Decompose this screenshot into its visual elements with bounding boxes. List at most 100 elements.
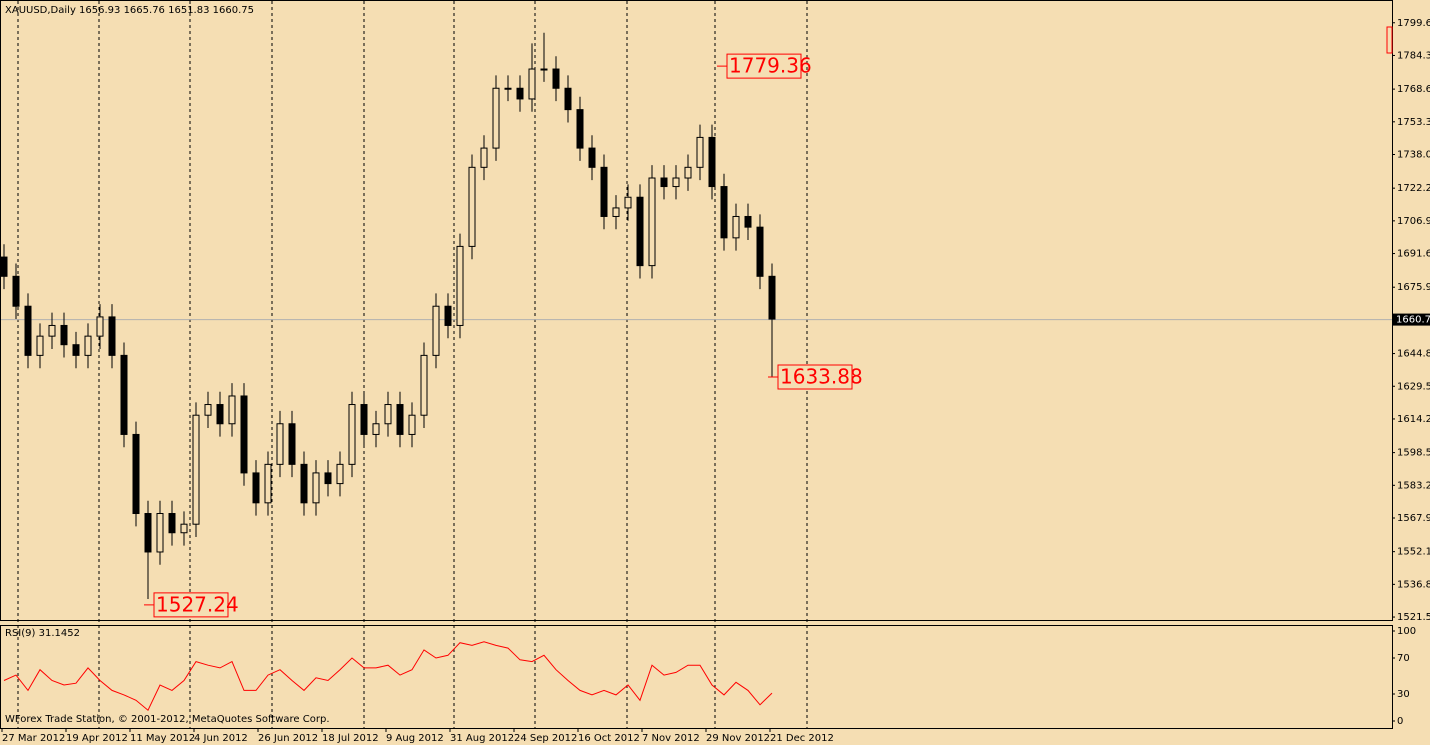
candle-body [0,256,8,277]
marker [1386,26,1393,54]
candle-body [444,305,452,326]
candle-body [180,523,188,534]
candle-body [540,68,548,71]
candle-body [456,245,464,326]
candle-body [408,414,416,435]
candle-body [12,275,20,307]
y-tick-label: 1552.15 [1397,547,1430,558]
annotation-label: 1527.24 [156,592,239,616]
candle-body [564,87,572,111]
y-tick-label: 1799.65 [1397,18,1430,29]
candle-body [192,414,200,525]
y-tick-label: 70 [1397,653,1410,664]
candle-body [708,136,716,188]
candle-body [252,472,260,504]
x-tick-label: 27 Mar 2012 [2,733,65,744]
footer: WForex Trade Station, © 2001-2012, MetaQ… [5,714,330,725]
candle-body [588,147,596,168]
rsi-title: RSI(9) 31.1452 [5,628,80,639]
y-tick-label: 1614.25 [1397,414,1430,425]
annotation-box [726,53,802,79]
candle-body [504,87,512,90]
candle-body [396,404,404,435]
x-tick-label: 9 Aug 2012 [386,733,444,744]
x-tick-label: 19 Apr 2012 [66,733,128,744]
y-tick-label: 30 [1397,689,1410,700]
y-tick-label: 1644.85 [1397,349,1430,360]
candle-body [468,166,476,247]
candle-body [732,215,740,239]
candle-body [276,423,284,465]
x-tick-label: 11 May 2012 [130,733,195,744]
y-tick-label: 1722.25 [1397,183,1430,194]
x-tick-label: 4 Jun 2012 [194,733,248,744]
y-tick-label: 1598.50 [1397,448,1430,459]
y-tick-label: 1536.85 [1397,579,1430,590]
annotation-box [777,364,853,390]
candle-body [36,335,44,356]
candle-body [516,87,524,100]
candle-body [96,316,104,337]
candle-body [60,324,68,346]
candle-body [204,404,212,416]
main-panel-frame [0,0,1393,621]
candle-body [624,196,632,209]
candle-body [768,275,776,320]
candle-body [684,166,692,179]
candle-body [24,305,32,356]
y-tick-label: 1521.55 [1397,612,1430,623]
candle-body [420,354,428,416]
candle-body [84,335,92,356]
candle-body [324,472,332,485]
candle-body [660,177,668,188]
candle-body [228,395,236,425]
y-tick-label: 1784.35 [1397,50,1430,61]
x-tick-label: 21 Dec 2012 [770,733,834,744]
rsi-panel-frame [0,625,1393,729]
x-tick-label: 26 Jun 2012 [258,733,318,744]
candle-body [300,463,308,504]
candle-body [384,404,392,425]
candle-body [48,324,56,337]
candle-body [264,463,272,504]
y-tick-label: 1691.65 [1397,249,1430,260]
candle-body [648,177,656,267]
y-tick-label: 1753.30 [1397,117,1430,128]
candle-body [756,226,764,277]
y-tick-label: 1768.60 [1397,84,1430,95]
candle-body [552,68,560,89]
rsi-line [3,641,773,711]
candle-body [288,423,296,465]
candle-body [492,87,500,149]
candle-body [576,109,584,149]
candle-body [528,68,536,100]
candle-body [480,147,488,168]
y-tick-label: 1629.55 [1397,381,1430,392]
y-tick-label: 1738.00 [1397,150,1430,161]
x-tick-label: 16 Oct 2012 [578,733,640,744]
current-price-box [1393,313,1430,326]
x-tick-label: 18 Jul 2012 [322,733,379,744]
y-tick-label: 1706.95 [1397,216,1430,227]
y-tick-label: 0 [1397,716,1403,727]
candle-body [432,305,440,356]
candle-body [696,136,704,168]
x-tick-label: 24 Sep 2012 [514,733,577,744]
x-tick-label: 7 Nov 2012 [642,733,700,744]
annotation-label: 1779.36 [729,54,812,78]
y-tick-label: 1583.20 [1397,480,1430,491]
candle-body [372,423,380,435]
candle-body [120,354,128,435]
candle-body [600,166,608,217]
candle-body [240,395,248,474]
y-tick-label: 1567.90 [1397,513,1430,524]
candle-body [144,513,152,553]
x-tick-label: 29 Nov 2012 [706,733,770,744]
candle-body [612,207,620,217]
candle-body [336,463,344,485]
candle-body [216,404,224,425]
candle-body [348,404,356,465]
candle-body [672,177,680,188]
